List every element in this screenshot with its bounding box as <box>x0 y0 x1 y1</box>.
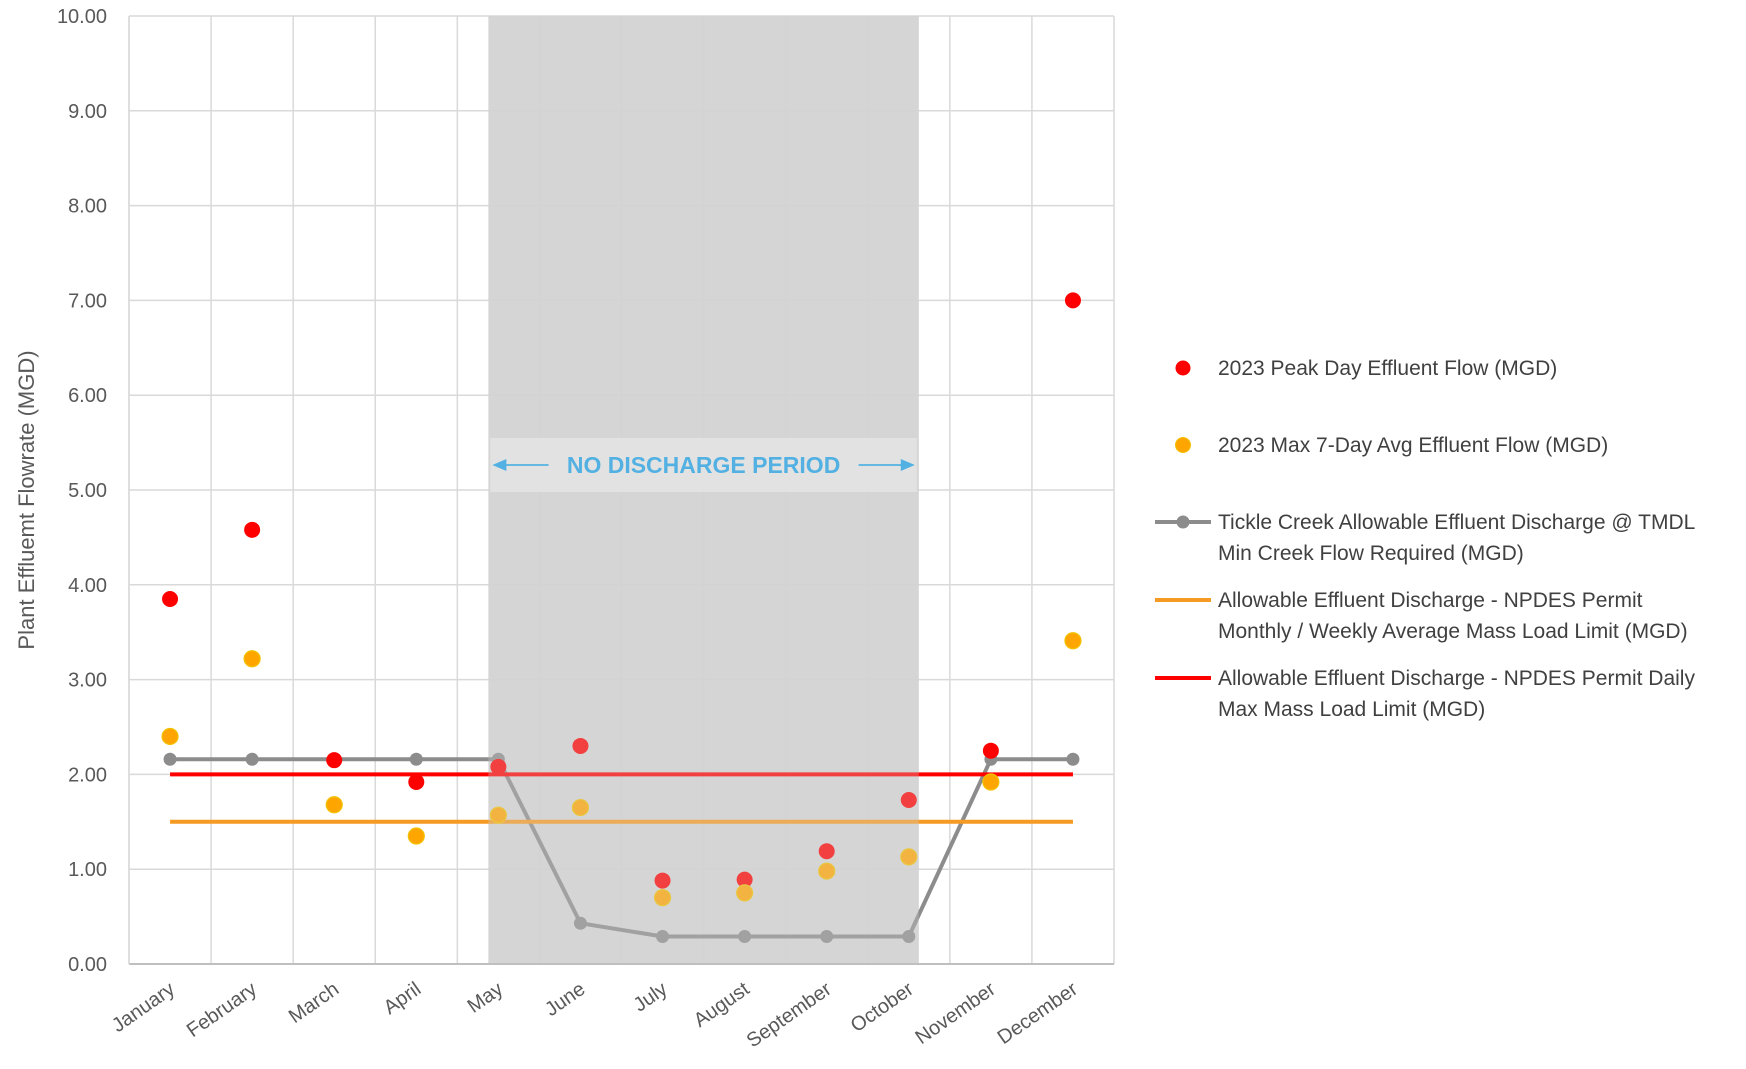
x-tick-label: January <box>108 978 179 1037</box>
data-point <box>407 827 425 845</box>
data-point <box>654 872 671 889</box>
legend-item: Tickle Creek Allowable Effluent Discharg… <box>1155 511 1695 565</box>
x-tick-label: September <box>743 978 836 1052</box>
legend-label: Max Mass Load Limit (MGD) <box>1218 698 1485 721</box>
data-point <box>161 727 179 746</box>
data-point <box>1064 632 1082 650</box>
no-discharge-label-box <box>490 438 917 492</box>
legend: 2023 Peak Day Effluent Flow (MGD) 2023 Ma… <box>1155 357 1695 721</box>
series-line <box>170 757 1073 939</box>
data-point <box>326 752 343 769</box>
legend-item: 2023 Max 7-Day Avg Effluent Flow (MGD) <box>1175 434 1608 457</box>
data-point <box>653 889 672 907</box>
x-tick-label: December <box>994 978 1082 1049</box>
y-tick-label: 9.00 <box>68 101 107 123</box>
x-tick-label: February <box>183 978 261 1042</box>
x-tick-label: March <box>285 978 343 1028</box>
data-point <box>982 773 1000 791</box>
x-tick-label: August <box>690 978 754 1032</box>
x-tick-label: July <box>630 978 672 1016</box>
data-point <box>820 930 834 944</box>
series-points <box>161 16 1082 964</box>
legend-label: Monthly / Weekly Average Mass Load Limit… <box>1218 620 1688 643</box>
data-point <box>325 796 343 814</box>
data-point <box>1066 752 1080 766</box>
y-tick-label: 7.00 <box>68 290 107 312</box>
legend-marker-icon <box>1176 515 1190 529</box>
right-arrow-head-icon <box>900 459 915 471</box>
y-tick-label: 5.00 <box>68 480 107 502</box>
data-point <box>572 737 589 754</box>
y-tick-label: 2.00 <box>68 764 107 786</box>
data-point <box>656 930 670 944</box>
y-tick-label: 6.00 <box>68 385 107 407</box>
data-point <box>982 742 999 759</box>
data-point <box>244 521 261 538</box>
data-point <box>818 843 835 860</box>
data-point <box>163 752 177 766</box>
data-point <box>738 930 752 944</box>
legend-label: Min Creek Flow Required (MGD) <box>1218 542 1524 565</box>
legend-label: Tickle Creek Allowable Effluent Discharg… <box>1218 511 1695 534</box>
x-tick-label: October <box>847 978 918 1037</box>
legend-item: Allowable Effluent Discharge - NPDES Per… <box>1155 589 1688 643</box>
no-discharge-label: NO DISCHARGE PERIOD <box>567 452 840 478</box>
data-point <box>489 806 507 824</box>
data-point <box>900 791 917 808</box>
legend-item: 2023 Peak Day Effluent Flow (MGD) <box>1175 357 1557 380</box>
legend-label: Allowable Effluent Discharge - NPDES Per… <box>1218 589 1643 612</box>
legend-label: 2023 Max 7-Day Avg Effluent Flow (MGD) <box>1218 434 1608 457</box>
y-tick-label: 1.00 <box>68 859 107 881</box>
y-tick-label: 10.00 <box>57 6 107 28</box>
series-lines <box>170 757 1073 939</box>
y-tick-label: 8.00 <box>68 196 107 218</box>
data-point <box>736 871 753 888</box>
x-tick-label: November <box>912 978 1000 1049</box>
data-point <box>409 752 423 766</box>
x-tick-label: May <box>464 978 508 1018</box>
legend-marker-icon <box>1175 360 1191 376</box>
data-point <box>736 884 754 902</box>
data-point <box>571 798 590 817</box>
data-point <box>1064 292 1081 309</box>
legend-label: Allowable Effluent Discharge - NPDES Per… <box>1218 667 1695 690</box>
x-tick-label: April <box>380 978 425 1019</box>
left-arrow-head-icon <box>492 459 507 471</box>
data-point <box>243 650 261 668</box>
y-tick-label: 4.00 <box>68 575 107 597</box>
legend-marker-icon <box>1175 437 1191 453</box>
data-point <box>818 862 836 880</box>
y-tick-label: 0.00 <box>68 954 107 976</box>
data-point <box>408 773 425 790</box>
no-discharge-region: NO DISCHARGE PERIOD <box>488 16 919 964</box>
data-point <box>902 930 916 944</box>
shaded-region-overlay <box>488 16 919 964</box>
data-point <box>490 758 507 775</box>
data-point <box>573 916 587 930</box>
x-tick-label: June <box>541 978 589 1021</box>
y-tick-label: 3.00 <box>68 670 107 692</box>
data-point <box>900 848 918 866</box>
legend-label: 2023 Peak Day Effluent Flow (MGD) <box>1218 357 1557 380</box>
data-point <box>162 591 179 608</box>
y-axis-title: Plant Effluemt Flowrate (MGD) <box>14 350 39 649</box>
data-point <box>245 752 259 766</box>
legend-item: Allowable Effluent Discharge - NPDES Per… <box>1155 667 1695 721</box>
